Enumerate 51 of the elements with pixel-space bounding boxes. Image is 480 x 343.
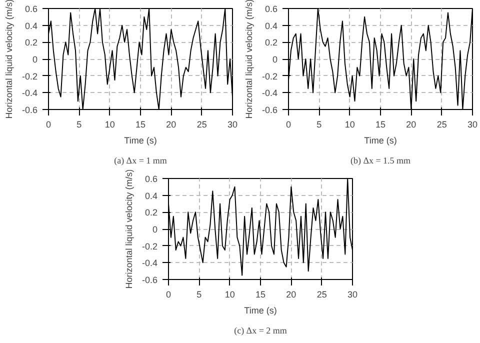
- x-tick-label: 10: [104, 120, 115, 130]
- y-tick-label: -0.2: [22, 71, 38, 82]
- x-tick-label: 20: [286, 290, 296, 300]
- x-tick-label: 15: [135, 120, 146, 130]
- y-tick-label: -0.6: [262, 105, 278, 115]
- x-tick-label: 25: [436, 120, 447, 130]
- y-axis-title: Horizontal liquid velocity (m/s): [124, 169, 134, 289]
- x-tick-label: 25: [196, 120, 207, 130]
- x-tick-label: 30: [347, 290, 358, 300]
- y-tick-label: 0: [32, 54, 38, 64]
- text: (a) Δx = 1 mm: [114, 156, 167, 166]
- x-axis-title: Time (s): [244, 306, 277, 316]
- x-tick-label: 25: [316, 290, 327, 300]
- y-tick-label: -0.6: [142, 275, 158, 285]
- y-tick-label: -0.4: [142, 258, 158, 268]
- x-axis-title: Time (s): [124, 136, 157, 146]
- x-tick-label: 10: [224, 290, 235, 300]
- y-tick-label: -0.4: [262, 88, 278, 98]
- y-tick-label: 0.4: [144, 190, 158, 201]
- x-tick-label: 0: [286, 120, 292, 130]
- x-tick-label: 15: [255, 290, 266, 300]
- y-tick-label: 0.6: [144, 174, 158, 184]
- text: (b) Δx = 1.5 mm: [350, 156, 411, 166]
- y-tick-label: 0.2: [144, 208, 158, 218]
- x-tick-label: 15: [375, 120, 386, 130]
- x-tick-label: 20: [166, 120, 176, 130]
- y-tick-label: -0.6: [22, 105, 38, 115]
- y-tick-label: 0.6: [24, 4, 38, 14]
- text: (c) Δx = 2 mm: [234, 326, 287, 336]
- y-tick-label: -0.2: [142, 241, 158, 252]
- y-tick-label: 0.4: [24, 20, 38, 31]
- y-tick-label: 0: [272, 54, 278, 64]
- y-tick-label: 0.2: [264, 38, 278, 48]
- y-tick-label: -0.4: [22, 88, 38, 98]
- y-tick-label: -0.2: [262, 71, 278, 82]
- y-tick-label: 0.2: [24, 38, 38, 48]
- x-tick-label: 20: [406, 120, 416, 130]
- y-axis-title: Horizontal liquid velocity (m/s): [244, 0, 254, 119]
- x-tick-label: 10: [344, 120, 355, 130]
- x-tick-label: 5: [316, 120, 322, 130]
- y-tick-label: 0.4: [264, 20, 278, 31]
- x-axis-title: Time (s): [364, 136, 397, 146]
- y-axis-title: Horizontal liquid velocity (m/s): [4, 0, 14, 119]
- x-tick-label: 30: [467, 120, 478, 130]
- x-tick-label: 5: [76, 120, 82, 130]
- x-tick-label: 0: [166, 290, 172, 300]
- x-tick-label: 30: [227, 120, 238, 130]
- y-tick-label: 0.6: [264, 4, 278, 14]
- x-tick-label: 5: [196, 290, 202, 300]
- y-tick-label: 0: [152, 224, 158, 234]
- x-tick-label: 0: [46, 120, 52, 130]
